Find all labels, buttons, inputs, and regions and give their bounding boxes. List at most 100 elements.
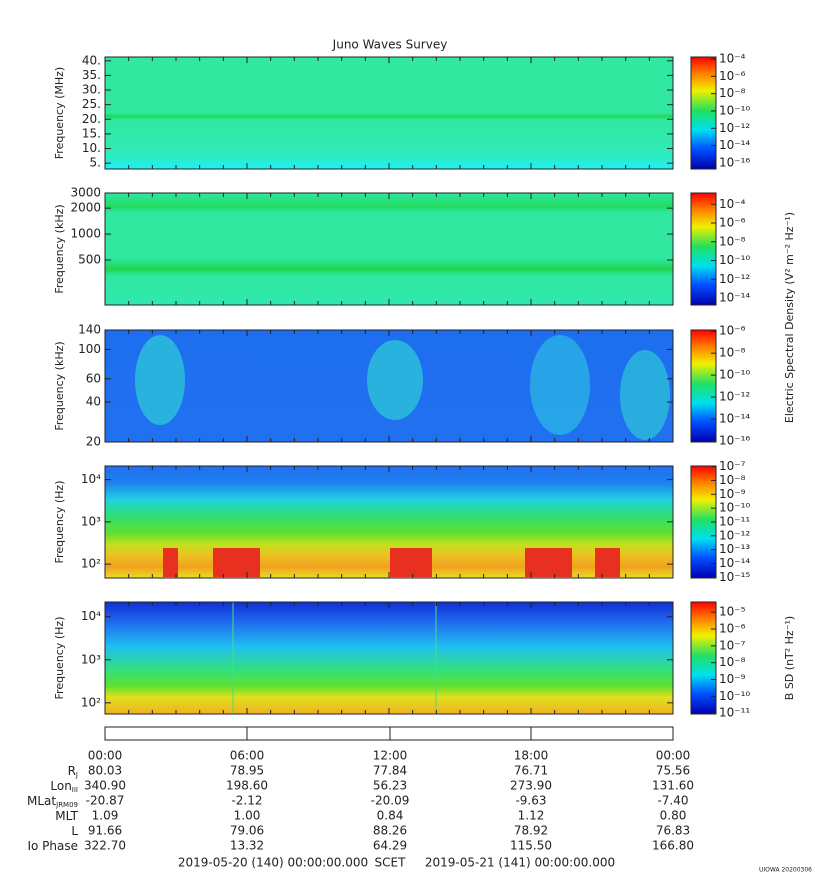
- colorbar-tick-label: 10⁻⁷: [719, 459, 746, 473]
- colorbar-tick-label: 10⁻¹²: [719, 121, 750, 135]
- y-tick-label: 10⁴: [81, 609, 101, 623]
- footer-start: 2019-05-20 (140) 00:00:00.000: [178, 856, 368, 870]
- colorbar-tick-label: 10⁻¹⁴: [719, 556, 750, 570]
- y-tick-label: 3000: [70, 186, 101, 200]
- row-value: -20.87: [86, 794, 125, 808]
- colorbar: [690, 192, 717, 306]
- colorbar-tick-label: 10⁻¹²: [719, 528, 750, 542]
- row-value: 77.84: [373, 764, 407, 778]
- y-tick-label: 10.: [82, 141, 101, 155]
- colorbar: [690, 329, 717, 443]
- y-axis-label: Frequency (kHz): [53, 341, 66, 430]
- spectrogram: [105, 466, 673, 578]
- row-value: 78.92: [514, 824, 548, 838]
- colorbar-tick-label: 10⁻⁶: [719, 69, 746, 83]
- panel: [105, 193, 673, 305]
- row-value: 322.70: [84, 839, 126, 853]
- row-value: 91.66: [88, 824, 122, 838]
- row-value: -7.40: [657, 794, 688, 808]
- time-label: 06:00: [230, 749, 265, 763]
- row-label: Io Phase: [27, 839, 78, 853]
- y-tick-label: 500: [78, 252, 101, 266]
- row-label-text: MLT: [55, 809, 78, 823]
- time-label: 00:00: [656, 749, 691, 763]
- colorbar-tick-label: 10⁻⁶: [719, 216, 746, 230]
- colorbar-tick-label: 10⁻¹⁰: [719, 103, 750, 117]
- row-value: 0.80: [660, 809, 687, 823]
- row-value: 75.56: [656, 764, 690, 778]
- colorbar-tick-label: 10⁻¹⁶: [719, 433, 750, 447]
- row-value: 273.90: [510, 779, 552, 793]
- colorbar-tick-label: 10⁻⁶: [719, 621, 746, 635]
- colorbar-tick-label: 10⁻⁵: [719, 605, 746, 619]
- row-value: -9.63: [515, 794, 546, 808]
- y-tick-label: 10³: [81, 514, 101, 528]
- colorbar-tick-label: 10⁻¹⁰: [719, 253, 750, 267]
- colorbar: [690, 56, 717, 170]
- colorbar-tick-label: 10⁻⁸: [719, 473, 746, 487]
- row-value: 88.26: [373, 824, 407, 838]
- colorbar-tick-label: 10⁻⁷: [719, 638, 746, 652]
- y-tick-label: 60: [86, 371, 101, 385]
- row-value: -20.09: [371, 794, 410, 808]
- colorbar-tick-label: 10⁻⁴: [719, 51, 746, 65]
- spectrogram: [105, 602, 673, 714]
- spectrogram: [105, 193, 673, 305]
- row-value: 64.29: [373, 839, 407, 853]
- y-tick-label: 15.: [82, 126, 101, 140]
- colorbar-tick-label: 10⁻⁸: [719, 655, 746, 669]
- y-tick-label: 5.: [90, 156, 101, 170]
- y-tick-label: 35.: [82, 68, 101, 82]
- row-label-text: L: [71, 824, 78, 838]
- row-label: MLatJRM09: [27, 794, 78, 810]
- time-axis-strip: [104, 726, 674, 741]
- y-tick-label: 140: [78, 323, 101, 337]
- footer-frame: SCET: [375, 856, 407, 870]
- colorbar-tick-label: 10⁻¹⁴: [719, 138, 750, 152]
- y-tick-label: 2000: [70, 201, 101, 215]
- row-value: 198.60: [226, 779, 268, 793]
- row-label-text: MLat: [27, 794, 56, 808]
- spectrogram-features: [135, 335, 670, 714]
- colorbar-tick-label: 10⁻¹¹: [719, 514, 750, 528]
- time-label: 12:00: [373, 749, 408, 763]
- row-label: LonIII: [50, 779, 78, 795]
- footer-stamp: UIOWA 20200306: [759, 867, 812, 874]
- row-value: 78.95: [230, 764, 264, 778]
- spectrogram: [105, 57, 673, 169]
- y-tick-label: 40: [86, 395, 101, 409]
- colorbar-tick-label: 10⁻⁸: [719, 86, 746, 100]
- colorbar-tick-label: 10⁻⁹: [719, 672, 746, 686]
- row-value: 340.90: [84, 779, 126, 793]
- row-label-text: Lon: [50, 779, 71, 793]
- colorbar-tick-label: 10⁻¹⁰: [719, 501, 750, 515]
- row-value: 76.83: [656, 824, 690, 838]
- colorbar-tick-label: 10⁻¹⁴: [719, 291, 750, 305]
- colorbar-tick-label: 10⁻¹⁰: [719, 689, 750, 703]
- row-label: L: [71, 824, 78, 838]
- y-axis-label: Frequency (Hz): [53, 617, 66, 700]
- footer-end: 2019-05-21 (141) 00:00:00.000: [425, 856, 615, 870]
- colorbar-tick-label: 10⁻¹²: [719, 272, 750, 286]
- colorbar-label: B SD (nT² Hz⁻¹): [783, 616, 796, 700]
- chart-title: Juno Waves Survey: [332, 38, 448, 52]
- y-axis-label: Frequency (MHz): [53, 67, 66, 159]
- y-tick-label: 20: [86, 435, 101, 449]
- colorbar-tick-label: 10⁻⁹: [719, 487, 746, 501]
- y-tick-label: 20.: [82, 112, 101, 126]
- y-axis-label: Frequency (Hz): [53, 481, 66, 564]
- row-label-sub: JRM09: [55, 801, 78, 809]
- row-value: 56.23: [373, 779, 407, 793]
- colorbar-tick-label: 10⁻¹³: [719, 542, 750, 556]
- row-value: 1.12: [518, 809, 545, 823]
- row-label: RJ: [68, 764, 78, 780]
- colorbar-tick-label: 10⁻⁶: [719, 324, 746, 338]
- y-tick-label: 100: [78, 342, 101, 356]
- panel: [105, 466, 673, 578]
- ephemeris: 00:00 06:00 12:00 18:00 00:00 RJ 80.03 78.95 77.…: [27, 727, 812, 874]
- row-value: 1.09: [92, 809, 119, 823]
- y-tick-label: 30.: [82, 83, 101, 97]
- row-value: 13.32: [230, 839, 264, 853]
- colorbar: [690, 601, 717, 715]
- y-tick-label: 25.: [82, 97, 101, 111]
